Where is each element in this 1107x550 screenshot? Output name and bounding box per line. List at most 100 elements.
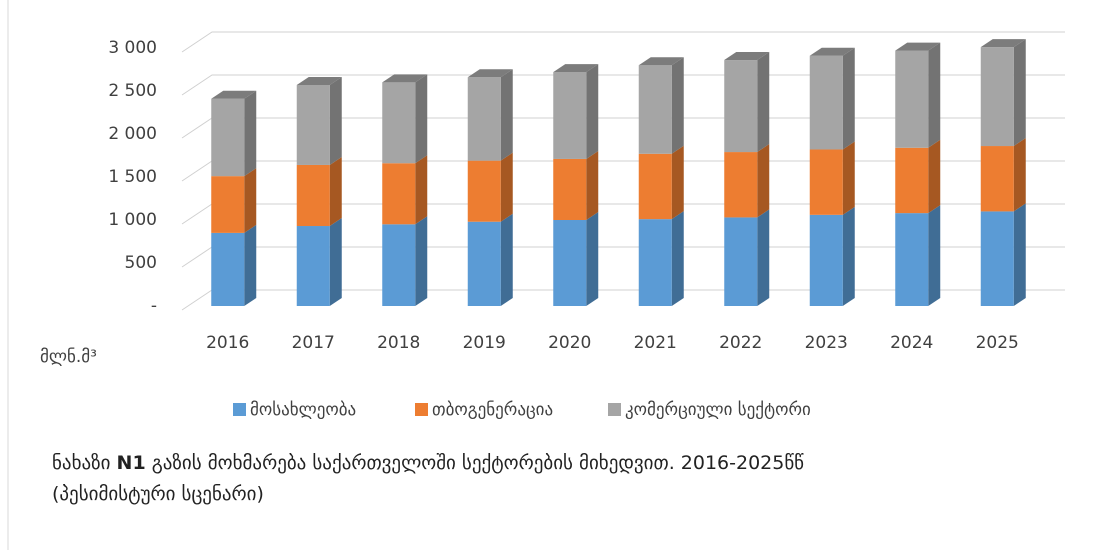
bar-side [842, 141, 855, 215]
bar-segment [211, 90, 257, 177]
bar-segment [724, 52, 770, 153]
bar-side [1013, 203, 1026, 306]
bar-top [382, 74, 428, 83]
x-tick-label: 2016 [206, 333, 249, 353]
caption-number: N1 [116, 452, 146, 474]
bar-front [553, 220, 587, 306]
bar-segment [724, 209, 770, 306]
bar-front [211, 176, 245, 233]
bar-segment [553, 212, 599, 306]
bar-side [244, 90, 257, 177]
bar-segment [211, 224, 257, 306]
bar-front [211, 98, 245, 177]
y-tick-label: 3 000 [108, 38, 157, 58]
bar-front [809, 214, 843, 306]
bar-front [382, 82, 416, 164]
bar-front [553, 72, 587, 159]
bar-side [928, 205, 941, 306]
legend-label: კომერციული სექტორი [625, 400, 811, 420]
bar-front [296, 226, 330, 306]
bar-side [928, 42, 941, 148]
bar-top [211, 90, 257, 99]
bar-side [757, 52, 770, 153]
bar-top [467, 69, 513, 78]
bar-front [980, 47, 1014, 147]
x-tick-label: 2020 [548, 333, 591, 353]
legend-label: მოსახლეობა [250, 400, 356, 420]
bar-side [842, 47, 855, 150]
caption-line2: (პესიმისტური სცენარი) [52, 483, 264, 505]
bar-side [500, 213, 513, 306]
grid-line [181, 31, 1065, 53]
bar-segment [809, 141, 855, 215]
bar-front [382, 224, 416, 306]
x-tick-label: 2018 [377, 333, 420, 353]
bar-segment [296, 156, 342, 227]
bar-front [382, 163, 416, 225]
bar-front [638, 219, 672, 306]
bar-side [671, 145, 684, 220]
bar-side [586, 150, 599, 220]
legend-swatch [608, 403, 621, 416]
bar-front [980, 211, 1014, 306]
bar-front [638, 65, 672, 154]
bar-side [415, 155, 428, 225]
bar-segment [467, 213, 513, 306]
bar-side [671, 211, 684, 306]
bar-side [1013, 39, 1026, 147]
bar-side [757, 144, 770, 218]
y-tick-label: 2 000 [108, 124, 157, 144]
x-tick-label: 2017 [292, 333, 335, 353]
bar-side [329, 156, 342, 227]
bar-segment [724, 144, 770, 218]
caption-text: გაზის მოხმარება საქართველოში სექტორების … [151, 452, 804, 474]
y-tick-label: 500 [125, 253, 157, 273]
bar-front [467, 221, 501, 306]
bar-front [638, 153, 672, 220]
bar-segment [553, 150, 599, 220]
bar-side [329, 76, 342, 165]
bar-top [638, 57, 684, 66]
bar-segment [382, 155, 428, 225]
bar-side [671, 57, 684, 154]
bar-segment [467, 69, 513, 161]
bar-side [244, 224, 257, 306]
y-tick-label: 1 500 [108, 167, 157, 187]
bar-side [415, 74, 428, 164]
x-tick-label: 2024 [890, 333, 933, 353]
bar-front [724, 152, 758, 218]
bar-segment [211, 168, 257, 233]
bar-top [553, 64, 599, 73]
legend-swatch [415, 403, 428, 416]
bar-front [895, 147, 929, 214]
bar-side [928, 139, 941, 214]
bar-top [724, 52, 770, 61]
caption: ნახაზი N1 გაზის მოხმარება საქართველოში ს… [52, 448, 1092, 510]
bar-side [500, 69, 513, 161]
bar-segment [980, 203, 1026, 306]
bar-front [296, 164, 330, 227]
bar-segment [467, 152, 513, 222]
bar-side [500, 152, 513, 222]
grid-line [181, 74, 1065, 96]
bar-front [467, 160, 501, 222]
x-tick-label: 2023 [805, 333, 848, 353]
bar-side [586, 212, 599, 306]
caption-label: ნახაზი [52, 452, 111, 474]
bar-segment [638, 145, 684, 220]
bar-segment [809, 47, 855, 150]
bar-front [724, 60, 758, 153]
bar-side [329, 218, 342, 306]
bar-top [809, 47, 855, 56]
bar-segment [980, 39, 1026, 147]
y-tick-label: 2 500 [108, 81, 157, 101]
x-tick-label: 2025 [976, 333, 1019, 353]
bar-segment [895, 42, 941, 148]
bar-side [842, 206, 855, 306]
bar-top [895, 42, 941, 51]
bar-side [415, 216, 428, 306]
bar-segment [382, 74, 428, 164]
bar-side [586, 64, 599, 159]
bar-side [1013, 138, 1026, 212]
